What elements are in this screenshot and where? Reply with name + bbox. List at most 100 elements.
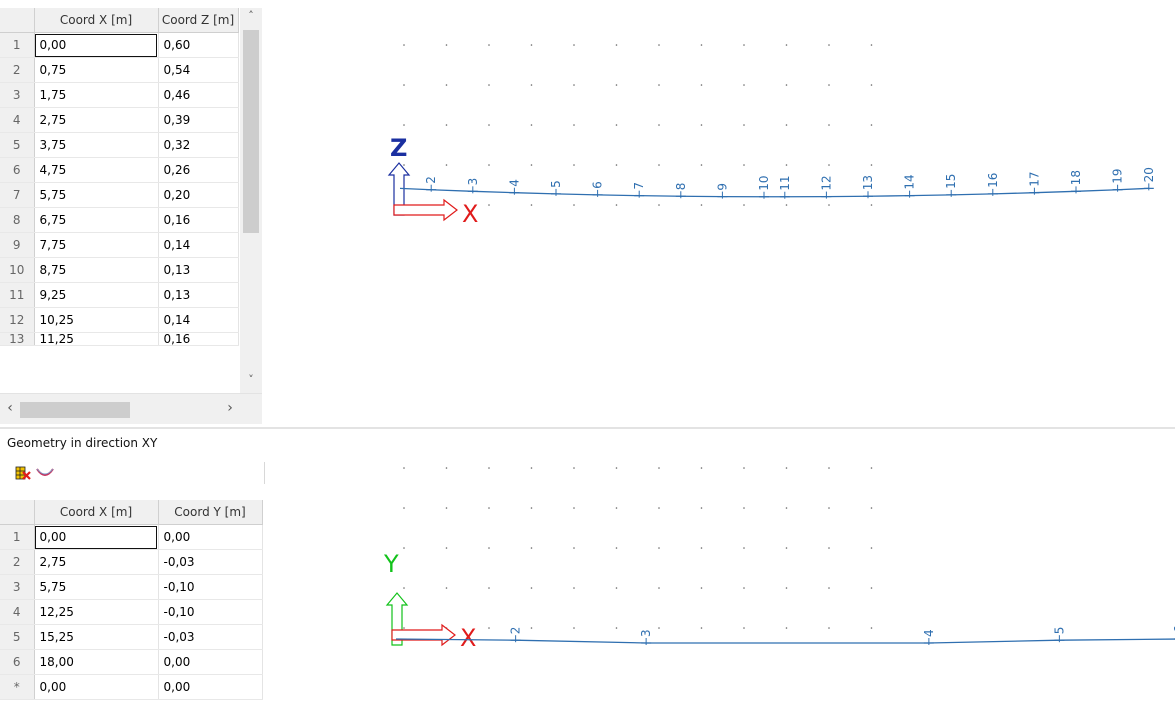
- table-row[interactable]: 5 3,75 0,32: [0, 132, 239, 158]
- xz-vertical-scrollbar[interactable]: ˄ ˅: [240, 8, 262, 393]
- table-row[interactable]: 1 0,00 0,00: [0, 524, 263, 550]
- coord-y-cell[interactable]: -0,03: [158, 549, 263, 575]
- coord-x-cell[interactable]: 0,00: [34, 524, 159, 550]
- table-row[interactable]: 3 1,75 0,46: [0, 82, 239, 108]
- scroll-up-icon[interactable]: ˄: [248, 9, 254, 22]
- coord-x-cell[interactable]: 2,75: [34, 107, 159, 133]
- coord-x-cell[interactable]: 0,75: [34, 57, 159, 83]
- row-number[interactable]: 10: [0, 257, 35, 283]
- xz-vertical-scroll-thumb[interactable]: [243, 30, 259, 233]
- delete-table-icon[interactable]: [15, 465, 31, 481]
- row-number[interactable]: 6: [0, 157, 35, 183]
- coord-y-cell[interactable]: -0,10: [158, 574, 263, 600]
- table-row[interactable]: 1 0,00 0,60: [0, 32, 239, 58]
- row-number[interactable]: 3: [0, 574, 35, 600]
- row-number[interactable]: 5: [0, 132, 35, 158]
- row-number[interactable]: 3: [0, 82, 35, 108]
- row-number[interactable]: 2: [0, 57, 35, 83]
- xz-drawing[interactable]: Z X 2 3 4 5 6 7 8 9 10 11 12 13 14 15 16 17 18 19 20: [300, 0, 1175, 425]
- xz-horizontal-scroll-thumb[interactable]: [20, 402, 130, 418]
- table-row[interactable]: 2 0,75 0,54: [0, 57, 239, 83]
- row-number[interactable]: 13: [0, 332, 35, 346]
- row-number[interactable]: 1: [0, 32, 35, 58]
- coord-x-cell[interactable]: 18,00: [34, 649, 159, 675]
- coord-z-cell[interactable]: 0,39: [158, 107, 239, 133]
- coord-x-cell[interactable]: 8,75: [34, 257, 159, 283]
- coord-x-cell[interactable]: 2,75: [34, 549, 159, 575]
- table-row[interactable]: 13 11,25 0,16: [0, 332, 239, 346]
- coord-x-cell[interactable]: 9,25: [34, 282, 159, 308]
- row-number[interactable]: 1: [0, 524, 35, 550]
- row-number[interactable]: 12: [0, 307, 35, 333]
- xy-header-coord-y[interactable]: Coord Y [m]: [158, 500, 263, 525]
- coord-z-cell[interactable]: 0,46: [158, 82, 239, 108]
- row-number[interactable]: 8: [0, 207, 35, 233]
- xy-drawing[interactable]: Y X 2 3 4 5 6: [300, 430, 1175, 722]
- table-row[interactable]: 12 10,25 0,14: [0, 307, 239, 333]
- coord-x-cell[interactable]: 3,75: [34, 132, 159, 158]
- curve-shape-icon[interactable]: [36, 465, 54, 481]
- table-row[interactable]: 4 2,75 0,39: [0, 107, 239, 133]
- coord-x-cell[interactable]: 5,75: [34, 574, 159, 600]
- coord-y-cell[interactable]: -0,10: [158, 599, 263, 625]
- coord-x-cell[interactable]: 0,00: [34, 674, 159, 700]
- scroll-left-icon[interactable]: ‹: [7, 400, 13, 416]
- coord-x-cell[interactable]: 7,75: [34, 232, 159, 258]
- coord-x-cell[interactable]: 0,00: [34, 32, 159, 58]
- xz-horizontal-scrollbar[interactable]: ‹ ›: [0, 393, 262, 424]
- scroll-right-icon[interactable]: ›: [227, 400, 233, 416]
- coord-y-cell[interactable]: 0,00: [158, 524, 263, 550]
- coord-x-cell[interactable]: 10,25: [34, 307, 159, 333]
- row-number[interactable]: 7: [0, 182, 35, 208]
- table-row[interactable]: 6 18,00 0,00: [0, 649, 263, 675]
- coord-y-cell[interactable]: 0,00: [158, 649, 263, 675]
- scroll-down-icon[interactable]: ˅: [248, 373, 254, 386]
- table-row[interactable]: 2 2,75 -0,03: [0, 549, 263, 575]
- table-row[interactable]: 11 9,25 0,13: [0, 282, 239, 308]
- table-row[interactable]: 8 6,75 0,16: [0, 207, 239, 233]
- table-row[interactable]: 9 7,75 0,14: [0, 232, 239, 258]
- coord-z-cell[interactable]: 0,32: [158, 132, 239, 158]
- xy-header-coord-x[interactable]: Coord X [m]: [34, 500, 159, 525]
- coord-z-cell[interactable]: 0,60: [158, 32, 239, 58]
- row-number[interactable]: 9: [0, 232, 35, 258]
- coord-x-cell[interactable]: 12,25: [34, 599, 159, 625]
- coord-z-cell[interactable]: 0,13: [158, 282, 239, 308]
- coord-x-cell[interactable]: 6,75: [34, 207, 159, 233]
- table-row[interactable]: 7 5,75 0,20: [0, 182, 239, 208]
- grid-dot: [615, 84, 618, 86]
- coord-z-cell[interactable]: 0,26: [158, 157, 239, 183]
- table-row[interactable]: 5 15,25 -0,03: [0, 624, 263, 650]
- table-row[interactable]: 6 4,75 0,26: [0, 157, 239, 183]
- coord-z-cell[interactable]: 0,14: [158, 232, 239, 258]
- coord-z-cell[interactable]: 0,16: [158, 332, 239, 346]
- xz-header-coord-z[interactable]: Coord Z [m]: [158, 8, 239, 33]
- coord-z-cell[interactable]: 0,13: [158, 257, 239, 283]
- coord-x-cell[interactable]: 1,75: [34, 82, 159, 108]
- coord-x-cell[interactable]: 4,75: [34, 157, 159, 183]
- coord-x-cell[interactable]: 5,75: [34, 182, 159, 208]
- row-number[interactable]: 11: [0, 282, 35, 308]
- xz-header-coord-x[interactable]: Coord X [m]: [34, 8, 159, 33]
- coord-z-cell[interactable]: 0,54: [158, 57, 239, 83]
- coord-z-cell[interactable]: 0,14: [158, 307, 239, 333]
- row-number[interactable]: 6: [0, 649, 35, 675]
- row-number[interactable]: 5: [0, 624, 35, 650]
- coord-x-cell[interactable]: 15,25: [34, 624, 159, 650]
- table-row[interactable]: 10 8,75 0,13: [0, 257, 239, 283]
- coord-x-cell[interactable]: 11,25: [34, 332, 159, 346]
- row-number[interactable]: 2: [0, 549, 35, 575]
- coord-z-cell[interactable]: 0,16: [158, 207, 239, 233]
- table-row[interactable]: * 0,00 0,00: [0, 674, 263, 700]
- table-row[interactable]: 3 5,75 -0,10: [0, 574, 263, 600]
- row-number[interactable]: 4: [0, 107, 35, 133]
- coord-y-cell[interactable]: -0,03: [158, 624, 263, 650]
- coord-z-cell[interactable]: 0,20: [158, 182, 239, 208]
- xy-view[interactable]: Y X 2 3 4 5 6: [300, 430, 1175, 722]
- xz-view[interactable]: Z X 2 3 4 5 6 7 8 9 10 11 12 13 14 15 16 17 18 19 20: [300, 0, 1175, 425]
- coord-y-cell[interactable]: 0,00: [158, 674, 263, 700]
- row-number[interactable]: 4: [0, 599, 35, 625]
- row-number[interactable]: *: [0, 674, 35, 700]
- table-row[interactable]: 4 12,25 -0,10: [0, 599, 263, 625]
- view-divider[interactable]: [0, 427, 1175, 429]
